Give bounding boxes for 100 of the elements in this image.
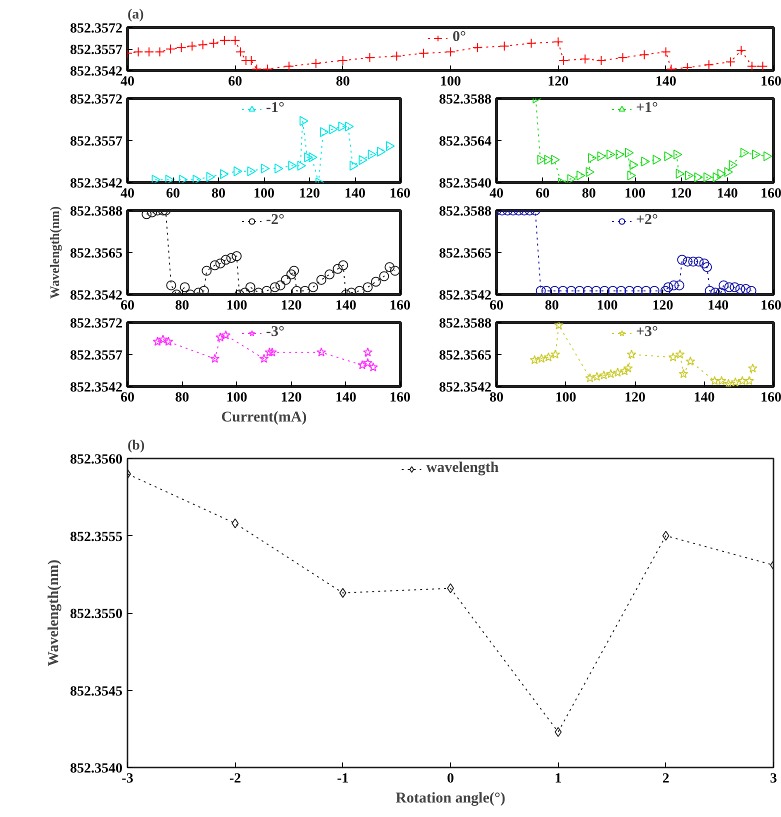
x-tick-label: 140 [335, 298, 356, 314]
point [180, 282, 190, 292]
y-axis-title: Wavelength(nm) [47, 206, 62, 299]
point [746, 286, 756, 294]
y-tick-label: 852.3557 [70, 43, 122, 58]
point [270, 282, 280, 292]
point [338, 55, 348, 66]
point [308, 152, 318, 162]
legend-label: -1° [266, 100, 286, 117]
point [673, 150, 682, 160]
point [310, 58, 321, 68]
point [245, 282, 256, 292]
x-tick-label: 120 [548, 74, 569, 90]
point [660, 46, 671, 57]
point [663, 282, 674, 292]
x-tick-label: 80 [582, 186, 596, 202]
point [260, 164, 270, 174]
x-tick-label: 60 [120, 298, 134, 314]
point [192, 174, 202, 182]
point [316, 347, 326, 357]
x-tick-label: 2 [662, 772, 670, 786]
point [641, 156, 650, 166]
point [286, 269, 296, 280]
point [304, 152, 313, 162]
point [677, 254, 688, 265]
y-tick-label: 852.3565 [439, 348, 492, 364]
point [339, 588, 346, 598]
point [220, 169, 229, 180]
point [264, 347, 274, 357]
point [616, 150, 625, 160]
point [234, 166, 242, 176]
point [632, 286, 643, 294]
point [236, 46, 246, 57]
point [220, 254, 231, 265]
point [712, 172, 722, 182]
point [152, 174, 160, 182]
point [144, 46, 154, 57]
point [730, 282, 740, 292]
x-tick-label: 100 [624, 186, 646, 202]
point [664, 151, 674, 162]
point [716, 376, 726, 386]
point [676, 168, 685, 179]
x-tick-label: -3 [122, 772, 134, 786]
x-tick-label: 120 [280, 298, 302, 314]
point [544, 352, 554, 362]
point [142, 210, 152, 220]
point [320, 127, 329, 138]
x-tick-label: 3 [770, 772, 777, 786]
y-tick-label: 852.3542 [70, 176, 122, 192]
point [582, 286, 593, 294]
point [763, 151, 772, 162]
point [600, 286, 610, 294]
point [284, 61, 294, 70]
point [694, 256, 704, 267]
y-tick-label: 852.3540 [70, 762, 122, 776]
point [612, 368, 622, 377]
point [606, 368, 616, 378]
point [187, 41, 198, 52]
legend-label: -3° [266, 324, 286, 341]
point [746, 61, 757, 70]
point [247, 166, 256, 176]
point [678, 368, 688, 378]
point [702, 262, 712, 272]
point [736, 45, 746, 56]
point [275, 280, 286, 290]
point [591, 286, 602, 294]
point [728, 160, 738, 170]
legend-label: wavelength [426, 460, 499, 477]
point [536, 354, 546, 363]
y-tick-label: 852.3588 [70, 204, 122, 220]
x-tick-label: 80 [175, 390, 190, 406]
point [554, 726, 562, 737]
y-tick-label: 852.3572 [70, 316, 122, 332]
point [627, 170, 636, 180]
point [154, 46, 165, 57]
y-tick-label: 852.3565 [439, 246, 492, 262]
point [329, 124, 338, 134]
text: (b) [128, 438, 145, 454]
point [345, 122, 354, 132]
point [550, 286, 560, 294]
point [724, 167, 734, 177]
text: (a) [128, 8, 144, 22]
point [537, 154, 546, 165]
point [699, 258, 710, 268]
legend-label: 0° [452, 29, 467, 46]
point [384, 262, 395, 272]
legend-label: -2° [266, 212, 286, 229]
y-tick-label: 852.3560 [70, 452, 122, 468]
point [740, 148, 750, 158]
y-tick-label: 852.3588 [439, 92, 492, 108]
point [586, 167, 595, 177]
point [730, 377, 740, 386]
y-tick-label: 852.3564 [439, 134, 492, 150]
point [541, 286, 552, 294]
x-tick-label: 80 [490, 390, 504, 406]
point [354, 286, 365, 294]
point [206, 172, 216, 182]
point [215, 258, 226, 268]
y-tick-label: 852.3550 [70, 607, 122, 622]
point [544, 154, 553, 165]
